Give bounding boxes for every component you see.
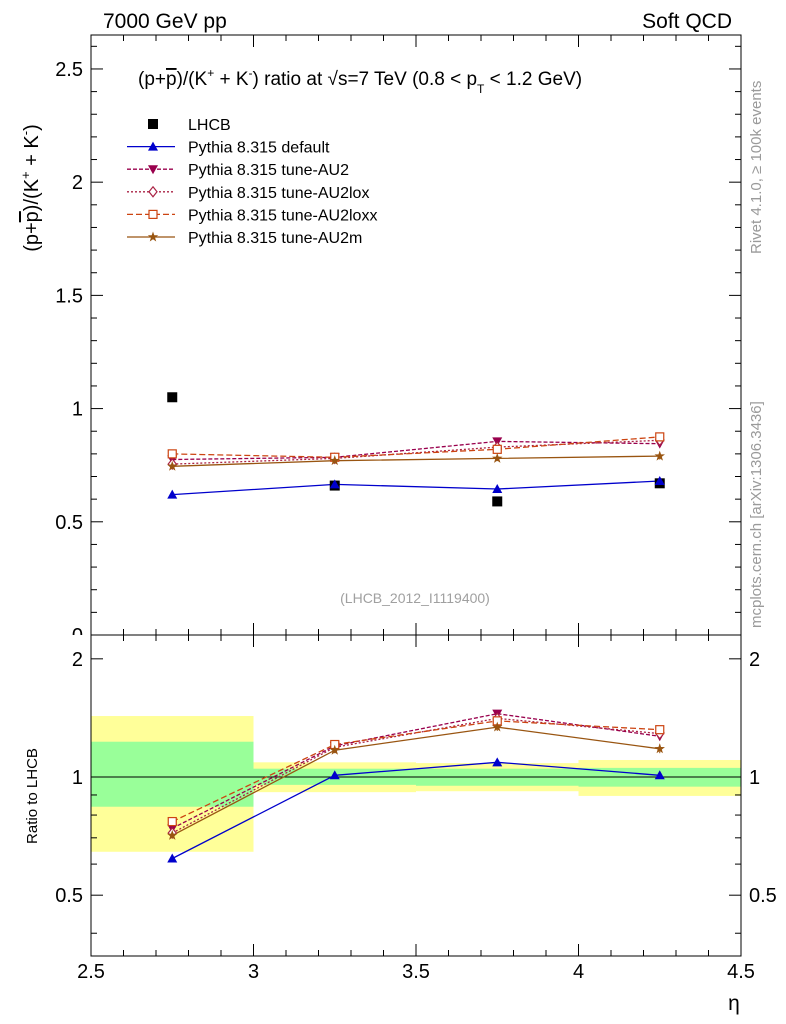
ratio-stat-band xyxy=(91,741,254,807)
main-point xyxy=(167,449,177,459)
main-y-tick-label: 2.5 xyxy=(55,59,83,81)
main-point xyxy=(329,455,340,466)
chart-title: (p+p)/(K+ + K-) ratio at √s=7 TeV (0.8 <… xyxy=(138,66,582,96)
analysis-watermark: (LHCB_2012_I1119400) xyxy=(340,590,490,606)
ratio-point xyxy=(167,816,177,827)
main-y-tick-label-zero: 0 xyxy=(72,625,83,647)
main-series-markers xyxy=(167,392,665,507)
main-line-2 xyxy=(172,440,660,461)
ratio-point xyxy=(167,829,178,840)
ratio-point xyxy=(167,853,178,863)
ratio-line-0 xyxy=(172,761,660,860)
x-tick-label: 3 xyxy=(248,961,259,983)
legend-entry: Pythia 8.315 tune-AU2lox xyxy=(188,185,369,202)
legend-marker xyxy=(147,231,159,242)
main-line-5 xyxy=(172,455,660,467)
legend-marker xyxy=(148,119,158,129)
main-point xyxy=(167,460,178,471)
main-line-1 xyxy=(172,480,660,496)
ratio-uncertainty-bands xyxy=(91,716,741,852)
ratio-point xyxy=(654,743,665,754)
x-tick-label: 4.5 xyxy=(727,961,755,983)
legend-entry: Pythia 8.315 tune-AU2loxx xyxy=(188,207,377,224)
main-y-tick-label: 1 xyxy=(72,399,83,421)
ratio-y-tick-label-right: 1 xyxy=(749,767,760,789)
legend-marker xyxy=(148,165,158,175)
x-tick-label: 3.5 xyxy=(402,961,430,983)
x-tick-label: 4 xyxy=(573,961,584,983)
legend-marker xyxy=(148,185,158,198)
x-axis-label: η xyxy=(728,992,740,1015)
mcplots-label: mcplots.cern.ch [arXiv:1306.3436] xyxy=(748,401,765,628)
main-point xyxy=(654,450,665,461)
legend-entry: LHCB xyxy=(188,117,231,134)
main-line-3 xyxy=(172,439,660,465)
x-tick-label: 2.5 xyxy=(77,961,105,983)
main-x-ticks xyxy=(90,35,742,635)
ratio-series-lines xyxy=(171,713,660,860)
ratio-y-axis-label: Ratio to LHCB xyxy=(24,748,41,844)
legend-marker xyxy=(148,141,158,151)
main-y-tick-label: 1.5 xyxy=(55,285,83,307)
ratio-y-tick-label-right: 2 xyxy=(749,649,760,671)
legend: LHCB Pythia 8.315 default Pythia 8.315 tun… xyxy=(127,117,377,247)
main-point xyxy=(492,444,502,454)
process-label: Soft QCD xyxy=(642,10,732,33)
energy-label: 7000 GeV pp xyxy=(103,10,227,33)
main-point xyxy=(655,432,665,442)
ratio-point xyxy=(654,770,665,780)
main-point xyxy=(654,476,665,486)
main-y-axis-label: (p+p)/(K+ + K-) xyxy=(18,124,43,252)
legend-entry: Pythia 8.315 default xyxy=(188,140,330,157)
main-point xyxy=(167,489,178,499)
main-point xyxy=(492,496,503,507)
legend-marker xyxy=(148,209,158,219)
ratio-point xyxy=(492,721,503,732)
main-point xyxy=(492,452,503,463)
ratio-y-tick-label: 1 xyxy=(72,767,83,789)
ratio-point xyxy=(492,757,503,767)
main-y-tick-label: 2 xyxy=(72,172,83,194)
main-point xyxy=(167,392,178,403)
ratio-line-4 xyxy=(171,726,660,836)
legend-entry: Pythia 8.315 tune-AU2m xyxy=(188,230,362,247)
main-y-tick-label: 0.5 xyxy=(55,512,83,534)
main-point xyxy=(329,479,340,489)
ratio-line-3 xyxy=(172,720,660,823)
ratio-point xyxy=(655,725,665,735)
ratio-series-markers xyxy=(167,709,665,863)
ratio-point xyxy=(329,770,340,780)
ratio-point xyxy=(329,744,340,755)
main-line-4 xyxy=(172,436,660,458)
ratio-y-axis: 0.5 0.5 1 1 2 2 xyxy=(55,649,777,934)
main-point xyxy=(492,483,503,493)
legend-entry: Pythia 8.315 tune-AU2 xyxy=(188,162,349,179)
ratio-x-axis: 2.5 3 3.5 4 4.5 xyxy=(77,635,755,983)
ratio-y-tick-label: 0.5 xyxy=(55,885,83,907)
rivet-label: Rivet 4.1.0, ≥ 100k events xyxy=(748,81,765,254)
main-series-lines xyxy=(172,436,660,496)
ratio-y-tick-label-right: 0.5 xyxy=(749,885,777,907)
main-y-axis: 0.5 1 1.5 2 2.5 0 xyxy=(55,45,741,647)
ratio-y-tick-label: 2 xyxy=(72,649,83,671)
